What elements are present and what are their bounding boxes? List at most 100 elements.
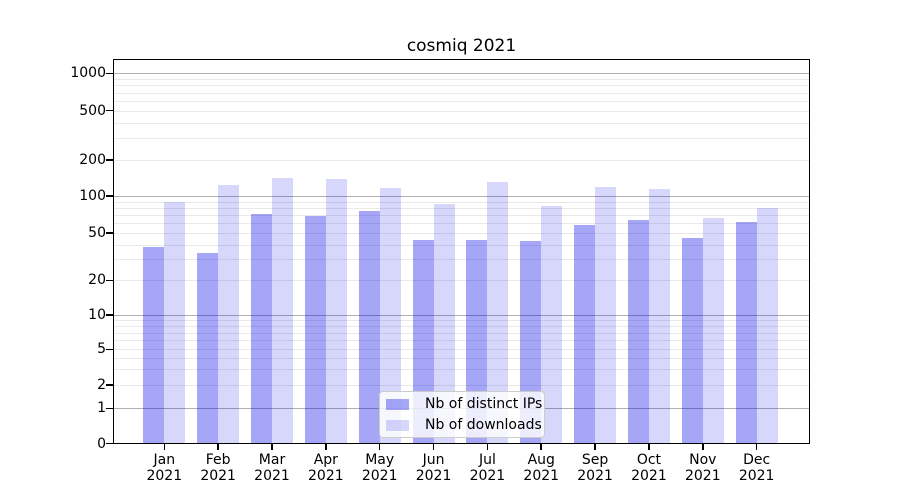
x-tick-label: Aug 2021 <box>523 451 560 484</box>
y-tick-label: 10 <box>88 307 106 323</box>
legend-swatch-downloads <box>386 419 409 431</box>
x-tick-mark <box>755 443 758 450</box>
gridline-minor <box>113 259 810 261</box>
bar-downloads <box>164 201 186 444</box>
gridline-minor <box>113 332 810 334</box>
x-tick-mark <box>702 443 704 450</box>
legend-entry-downloads: Nb of downloads <box>386 417 542 433</box>
gridline-major <box>113 196 810 197</box>
gridline-minor <box>113 349 810 351</box>
y-tick-label: 5 <box>97 341 106 358</box>
x-tick-label: Apr 2021 <box>308 451 344 484</box>
bar-distinct-ips <box>251 213 272 444</box>
x-tick-mark <box>648 443 650 450</box>
gridline-minor <box>113 207 810 209</box>
y-tick-label: 1 <box>97 400 106 417</box>
gridline-minor <box>113 223 810 225</box>
gridline-major <box>113 315 810 316</box>
x-tick-label: Oct 2021 <box>631 451 667 484</box>
grid-layer <box>113 59 810 444</box>
bar-downloads <box>541 205 563 444</box>
bar-distinct-ips <box>304 215 326 444</box>
bar-distinct-ips <box>143 247 165 444</box>
x-tick-mark <box>594 443 596 450</box>
y-tick-mark <box>106 195 113 197</box>
bar-distinct-ips <box>574 225 596 444</box>
bar-downloads <box>595 187 617 444</box>
legend-label-downloads: Nb of downloads <box>425 417 542 433</box>
gridline-minor <box>113 233 810 234</box>
x-tick-mark <box>486 443 489 450</box>
legend-label-distinct-ips: Nb of distinct IPs <box>425 396 543 412</box>
bar-distinct-ips <box>681 238 703 444</box>
x-tick-label: Jun 2021 <box>415 451 452 484</box>
bar-distinct-ips <box>197 252 219 444</box>
gridline-minor <box>113 340 810 342</box>
y-tick-mark <box>106 407 113 410</box>
bar-downloads <box>702 218 724 444</box>
bar-distinct-ips <box>627 219 649 444</box>
y-tick-label: 50 <box>88 225 106 241</box>
gridline-minor <box>113 385 810 386</box>
gridline-minor <box>113 100 810 102</box>
x-tick-label: Dec 2021 <box>738 451 775 484</box>
bar-downloads <box>433 204 455 444</box>
gridline-minor <box>113 201 810 203</box>
x-tick-mark <box>217 443 219 450</box>
gridline-minor <box>113 215 810 217</box>
y-tick-mark <box>106 384 113 386</box>
x-tick-mark <box>540 443 543 450</box>
bar-distinct-ips <box>358 211 380 444</box>
y-tick-label: 20 <box>88 272 106 289</box>
y-tick-mark <box>106 442 113 445</box>
bar-downloads <box>272 177 293 444</box>
x-tick-mark <box>163 443 166 450</box>
x-tick-mark <box>378 443 381 450</box>
y-tick-label: 0 <box>97 435 106 452</box>
y-tick-label: 100 <box>79 188 106 204</box>
y-tick-mark <box>106 279 113 282</box>
gridline-minor <box>113 326 810 328</box>
y-tick-mark <box>106 232 113 234</box>
legend-swatch-distinct-ips <box>386 398 409 410</box>
y-tick-mark <box>106 314 113 316</box>
x-tick-label: Feb 2021 <box>200 451 236 484</box>
x-tick-label: Mar 2021 <box>254 451 290 484</box>
gridline-minor <box>113 110 810 112</box>
gridline-minor <box>113 320 810 322</box>
x-tick-mark <box>432 443 435 450</box>
gridline-minor <box>113 92 810 94</box>
gridline-minor <box>113 78 810 80</box>
chart-title: cosmiq 2021 <box>406 36 517 56</box>
gridline-minor <box>113 85 810 87</box>
plot-area <box>113 59 810 444</box>
gridline-minor <box>113 369 810 371</box>
y-tick-label: 1000 <box>70 65 106 82</box>
x-tick-label: Nov 2021 <box>684 451 721 484</box>
legend: Nb of distinct IPs Nb of downloads <box>379 391 545 438</box>
gridline-minor <box>113 280 810 282</box>
bar-downloads <box>487 182 509 444</box>
x-tick-label: May 2021 <box>361 451 398 484</box>
y-tick-label: 200 <box>79 152 106 168</box>
y-tick-label: 500 <box>79 102 106 119</box>
gridline-minor <box>113 244 810 246</box>
y-tick-mark <box>106 159 113 161</box>
y-tick-label: 2 <box>97 377 106 393</box>
x-tick-label: Jan 2021 <box>146 451 183 484</box>
x-tick-mark <box>325 443 327 450</box>
y-tick-mark <box>106 109 113 112</box>
gridline-minor <box>113 357 810 359</box>
gridline-minor <box>113 160 810 161</box>
gridline-major <box>113 73 810 75</box>
x-tick-label: Sep 2021 <box>577 451 613 484</box>
y-tick-mark <box>106 348 113 351</box>
x-tick-label: Jul 2021 <box>469 451 506 484</box>
bar-downloads <box>648 188 670 444</box>
x-tick-mark <box>271 443 273 450</box>
bar-downloads <box>379 187 401 444</box>
gridline-minor <box>113 122 810 124</box>
bar-downloads <box>218 184 240 444</box>
legend-entry-distinct-ips: Nb of distinct IPs <box>386 396 542 412</box>
